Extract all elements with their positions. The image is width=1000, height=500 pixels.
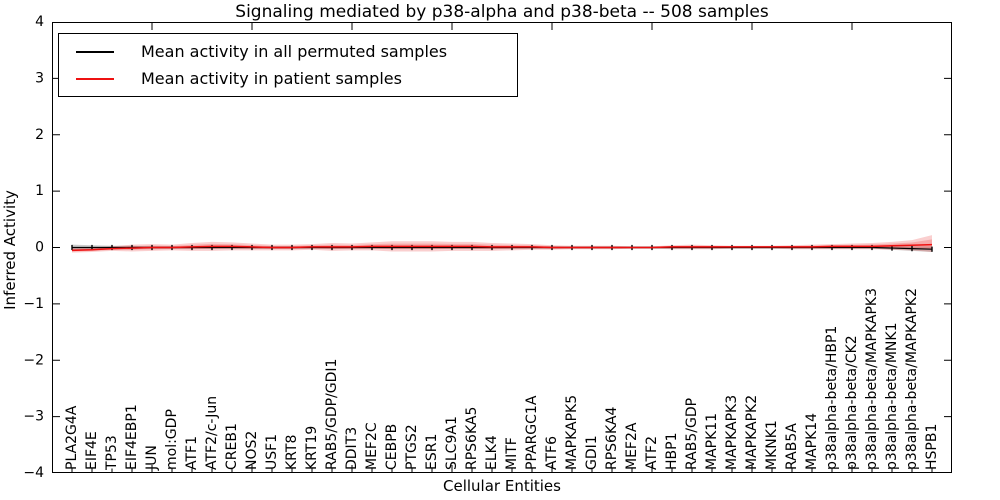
x-category-label: TP53	[104, 435, 120, 471]
legend: Mean activity in all permuted samples Me…	[58, 33, 518, 97]
x-category-label: MITF	[504, 437, 520, 470]
x-category-label: EIF4E	[84, 431, 100, 470]
x-category-label: p38alpha-beta/HBP1	[824, 326, 840, 470]
y-tick-label: −3	[23, 409, 44, 425]
chart-title: Signaling mediated by p38-alpha and p38-…	[235, 2, 769, 22]
x-category-label: RAB5A	[784, 423, 800, 470]
x-category-label: p38alpha-beta/MNK1	[884, 323, 900, 471]
x-category-label: MKNK1	[764, 420, 780, 470]
x-category-label: ESR1	[424, 434, 440, 470]
y-tick-label: 0	[35, 240, 44, 256]
x-category-label: MEF2C	[364, 422, 380, 470]
x-category-label: KRT19	[304, 426, 320, 470]
y-tick-label: 1	[35, 183, 44, 199]
x-category-label: HSPB1	[924, 424, 940, 470]
x-category-label: MAPK14	[804, 413, 820, 470]
x-category-label: MAPKAPK2	[744, 395, 760, 470]
x-category-label: JUN	[144, 445, 160, 471]
y-tick-label: 4	[35, 14, 44, 30]
x-category-label: p38alpha-beta/CK2	[844, 335, 860, 470]
legend-line-black	[76, 50, 114, 53]
y-tick-label: −1	[23, 296, 44, 312]
x-category-label: mol:GDP	[164, 409, 180, 470]
x-category-label: NOS2	[244, 431, 260, 470]
legend-label-patient: Mean activity in patient samples	[141, 69, 402, 88]
x-category-label: MEF2A	[624, 422, 640, 470]
y-tick-label: 3	[35, 70, 44, 86]
x-category-label: MAPK11	[704, 413, 720, 470]
y-tick-label: −2	[23, 352, 44, 368]
x-category-label: p38alpha-beta/MAPKAPK3	[864, 288, 880, 470]
patient-mean-line	[71, 243, 933, 252]
x-category-label: RPS6KA4	[604, 407, 620, 470]
x-category-label: PPARGC1A	[524, 395, 540, 470]
y-axis-label: Inferred Activity	[1, 190, 19, 310]
x-category-label: ATF1	[184, 436, 200, 470]
x-category-label: USF1	[264, 434, 280, 470]
y-tick-label: −4	[23, 465, 44, 481]
x-category-label: SLC9A1	[444, 416, 460, 470]
legend-entry-permuted: Mean activity in all permuted samples	[59, 42, 517, 61]
x-category-label: DDIT3	[344, 427, 360, 470]
x-category-label: ATF2	[644, 436, 660, 470]
x-category-label: PLA2G4A	[64, 405, 80, 470]
x-category-label: MAPKAPK3	[724, 395, 740, 470]
x-category-label: PTGS2	[404, 424, 420, 470]
y-tick-label: 2	[35, 127, 44, 143]
x-category-label: ATF2/c-Jun	[204, 396, 220, 470]
legend-entry-patient: Mean activity in patient samples	[59, 69, 517, 88]
x-category-label: p38alpha-beta/MAPKAPK2	[904, 288, 920, 470]
x-category-label: HBP1	[664, 433, 680, 470]
x-category-label: GDI1	[584, 435, 600, 470]
x-category-label: RAB5/GDP/GDI1	[324, 359, 340, 470]
x-category-label: CREB1	[224, 423, 240, 470]
patient-confidence-band-outer	[72, 235, 932, 253]
x-category-label: EIF4EBP1	[124, 404, 140, 470]
x-axis-label: Cellular Entities	[443, 477, 561, 495]
legend-label-permuted: Mean activity in all permuted samples	[141, 42, 448, 61]
plot-area: −4 −3 −2 −1 0 1 2 3 4 PLA2G4A EIF4E TP53 EIF4EBP1 JUN…	[23, 14, 952, 481]
axes-frame	[52, 22, 952, 473]
x-category-label: MAPKAPK5	[564, 395, 580, 470]
x-category-label: ATF6	[544, 436, 560, 470]
x-category-label: KRT8	[284, 435, 300, 470]
legend-line-red	[76, 77, 114, 80]
x-category-label: RAB5/GDP	[684, 398, 700, 470]
patient-confidence-band-inner	[72, 239, 932, 252]
x-category-label: ELK4	[484, 435, 500, 470]
x-category-label: RPS6KA5	[464, 407, 480, 470]
x-category-label: CEBPB	[384, 424, 400, 470]
